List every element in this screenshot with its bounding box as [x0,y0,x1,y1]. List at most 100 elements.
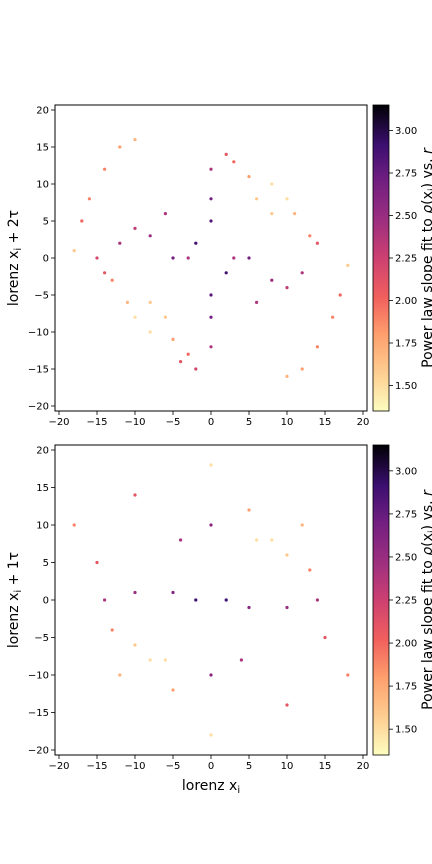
scatter-point [247,605,251,610]
x-tick-label: −10 [124,761,145,772]
scatter-points-top [72,138,350,378]
scatter-point [255,197,259,201]
colorbar-tick-label: 2.00 [395,639,417,650]
scatter-point [209,345,213,349]
x-tick-label: −15 [86,761,107,772]
scatter-point [148,658,152,662]
y-ticks-bottom: −20 −15 −10 −5 0 5 10 15 20 [28,446,55,757]
scatter-point [148,330,152,334]
scatter-point [133,138,137,142]
colorbar-tick-label: 1.75 [395,339,417,350]
y-tick-label: −20 [28,402,49,413]
y-tick-label: 5 [43,558,49,569]
scatter-point [270,212,274,216]
x-axis-label-bottom: lorenz xi [182,778,240,796]
scatter-point [331,315,335,319]
scatter-point [103,598,107,602]
scatter-point [110,628,114,632]
scatter-point [95,256,99,260]
scatter-point [133,493,137,497]
scatter-point [103,167,107,171]
scatter-point [163,658,167,662]
scatter-point [209,219,213,223]
scatter-point [118,673,122,677]
colorbar-tick-label: 2.50 [395,552,417,563]
y-tick-label: −10 [28,328,49,339]
scatter-point [255,300,259,304]
x-tick-label: 15 [319,417,332,428]
colorbar-tick-label: 3.00 [395,126,417,137]
scatter-point [163,315,167,319]
scatter-point [194,367,198,371]
colorbar-tick-label: 2.75 [395,509,417,520]
scatter-point [308,568,312,572]
scatter-point [224,271,228,275]
colorbar-tick-label: 2.75 [395,169,417,180]
scatter-point [80,219,84,223]
scatter-point [315,241,319,245]
colorbar-label-bottom: Power law slope fit to ρ(xi) vs. r [420,489,432,710]
colorbar-tick-label: 1.50 [395,725,417,736]
y-tick-label: 0 [43,254,49,265]
scatter-point [194,598,198,602]
x-ticks-bottom: −20 −15 −10 −5 0 5 10 15 20 [48,755,369,772]
scatter-point [224,598,228,602]
x-tick-label: 15 [319,761,332,772]
x-tick-label: 20 [357,417,370,428]
y-tick-label: −5 [34,291,49,302]
scatter-point [346,673,350,677]
scatter-point [95,560,99,565]
scatter-point [72,249,76,253]
scatter-point [270,182,274,186]
y-tick-label: 0 [43,596,49,607]
x-tick-label: −20 [48,761,69,772]
scatter-point [133,590,137,595]
scatter-point [87,197,91,201]
scatter-point [171,590,175,595]
scatter-point [186,256,190,260]
scatter-point [209,315,213,319]
scatter-point [125,300,129,304]
x-tick-label: −20 [48,417,69,428]
x-tick-label: −5 [166,417,181,428]
y-tick-label: −15 [28,708,49,719]
scatter-point [179,360,183,364]
y-tick-label: −15 [28,365,49,376]
x-tick-label: −5 [166,761,181,772]
axes-frame-top [54,104,368,412]
scatter-point [209,523,213,527]
y-tick-label: 10 [36,180,49,191]
y-ticks-top: −20 −15 −10 −5 0 5 10 15 20 [28,106,55,413]
scatter-point [315,598,319,602]
y-tick-label: 15 [36,483,49,494]
y-tick-label: 20 [36,106,49,117]
scatter-point [285,197,289,201]
y-tick-label: 20 [36,446,49,457]
colorbar-tick-label: 2.25 [395,254,417,265]
scatter-point [300,367,304,371]
colorbar-tick-label: 3.00 [395,466,417,477]
y-tick-label: 10 [36,521,49,532]
scatter-point [209,293,213,297]
x-tick-label: 10 [281,417,294,428]
scatter-point [232,160,236,164]
scatter-point [323,635,327,640]
scatter-point [148,300,152,304]
scatter-point [300,271,304,275]
colorbar-label-top: Power law slope fit to ρ(xi) vs. r [420,147,432,368]
x-tick-label: 5 [246,761,252,772]
scatter-point [270,278,274,282]
colorbar-tick-label: 2.25 [395,596,417,607]
colorbar-ticks-bottom: 1.50 1.75 2.00 2.25 2.50 2.75 3.00 [389,466,417,736]
x-ticks-top: −20 −15 −10 −5 0 5 10 15 20 [48,411,369,428]
colorbar-tick-label: 2.00 [395,296,417,307]
scatter-point [72,523,76,527]
y-axis-label-bottom: lorenz xi + 1τ [6,552,24,648]
colorbar-bottom [372,444,390,756]
scatter-point [209,167,213,171]
x-tick-label: 10 [281,761,294,772]
y-tick-label: −5 [34,633,49,644]
colorbar-tick-label: 1.75 [395,682,417,693]
scatter-point [171,688,175,692]
axes-frame-bottom [54,444,368,756]
